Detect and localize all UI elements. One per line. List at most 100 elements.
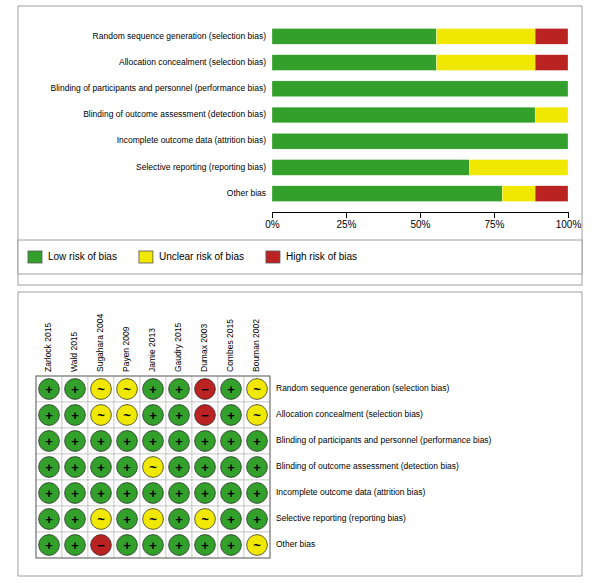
tick-label: 0% [265,219,280,230]
judgement-circle [39,535,60,556]
tick: 50% [410,212,430,230]
grid-cell: + [62,402,88,428]
judgement-symbol: − [201,382,209,397]
cell-background [140,506,166,532]
cell-background [218,376,244,402]
judgement-circle [195,535,216,556]
judgement-circle [91,483,112,504]
cell-background [88,532,114,558]
judgement-circle [117,483,138,504]
bar-segment [272,107,535,123]
bar-segment [436,28,535,44]
judgement-circle [117,457,138,478]
judgement-circle [143,483,164,504]
judgement-symbol: ~ [123,382,131,397]
judgement-circle [195,431,216,452]
bar-segment [535,28,568,44]
tick-label: 100% [556,219,582,230]
cell-background [114,428,140,454]
grid-cell: + [36,454,62,480]
judgement-circle [65,509,86,530]
grid-cell: + [140,532,166,558]
study-label: Wald 2015 [69,331,79,372]
judgement-circle [143,405,164,426]
tick-mark [568,212,569,218]
legend-label: Low risk of bias [48,251,117,262]
judgement-symbol: + [227,382,235,397]
grid-cell: + [166,402,192,428]
category-label: Allocation concealment (selection bias) [119,57,266,67]
category-label: Other bias [227,188,266,198]
judgement-symbol: + [45,460,53,475]
cell-background [36,506,62,532]
judgement-symbol: + [71,460,79,475]
judgement-symbol: + [45,538,53,553]
grid-cell: + [244,454,270,480]
judgement-circle [169,483,190,504]
judgement-circle [195,405,216,426]
cell-background [192,480,218,506]
bars [272,28,568,201]
bar-series [272,28,568,201]
legend-frame [18,240,582,274]
judgement-circle [247,457,268,478]
judgement-symbol: ~ [97,408,105,423]
tick-mark [420,212,421,218]
bar-series [535,28,568,201]
judgement-symbol: + [123,434,131,449]
judgement-circle [195,509,216,530]
grid-cell: + [218,532,244,558]
judgement-circle [221,457,242,478]
judgement-symbol: ~ [97,382,105,397]
judgement-circle [143,457,164,478]
cell-background [88,506,114,532]
grid-cell: + [244,480,270,506]
cell-background [192,402,218,428]
cell-background [192,376,218,402]
legend-swatch [28,251,42,263]
grid-cell: + [166,532,192,558]
x-axis: 0%25%50%75%100% [265,212,581,230]
grid-cell: ~ [244,532,270,558]
judgement-symbol: + [253,486,261,501]
cell-background [218,428,244,454]
category-labels: Random sequence generation (selection bi… [51,31,267,198]
grid-cell: ~ [88,376,114,402]
judgement-symbol: + [149,486,157,501]
grid-cell: + [62,428,88,454]
cell-background [166,454,192,480]
judgement-circle [39,431,60,452]
cell-background [244,402,270,428]
judgement-symbol: + [97,486,105,501]
judgement-circle [117,379,138,400]
judgement-symbol: ~ [97,512,105,527]
cell-background [62,376,88,402]
judgement-symbol: + [45,382,53,397]
judgement-symbol: + [175,538,183,553]
judgement-circle [39,379,60,400]
bar-segment [535,107,568,123]
cell-background [36,454,62,480]
judgement-circle [117,509,138,530]
grid-cell: + [192,454,218,480]
judgement-circle [65,483,86,504]
bar-segment [436,55,535,71]
grid-cell: + [88,454,114,480]
cell-background [140,376,166,402]
tick: 25% [336,212,356,230]
grid-cell: + [36,376,62,402]
judgement-circle [169,535,190,556]
grid-cell: + [166,428,192,454]
cell-background [192,506,218,532]
row-label: Random sequence generation (selection bi… [276,383,450,393]
cell-background [62,428,88,454]
judgement-circle [117,535,138,556]
axis-line [273,213,569,219]
section-frame [18,292,582,576]
grid-cell: + [36,532,62,558]
grid-cell: + [218,376,244,402]
cell-background [36,402,62,428]
cell-background [36,376,62,402]
cell-background [88,428,114,454]
judgement-symbol: + [253,460,261,475]
